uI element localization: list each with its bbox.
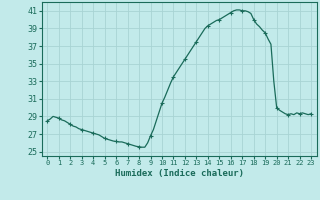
X-axis label: Humidex (Indice chaleur): Humidex (Indice chaleur) (115, 169, 244, 178)
